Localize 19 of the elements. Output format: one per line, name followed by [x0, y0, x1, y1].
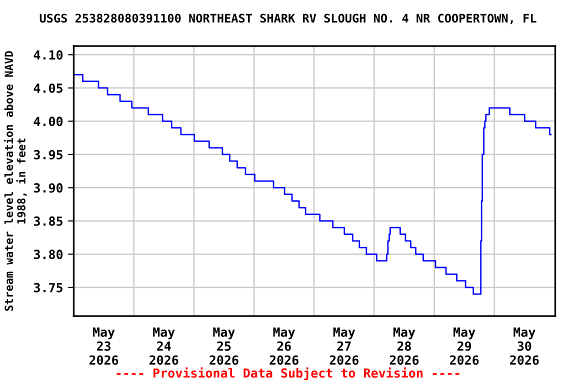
y-tick-label: 3.95: [34, 150, 62, 160]
y-tick-label: 3.90: [34, 183, 63, 193]
x-tick-label: May 23 2026: [89, 328, 118, 365]
x-tick-label: May 25 2026: [210, 328, 238, 365]
x-tick-label: May 24 2026: [150, 328, 178, 365]
y-tick-label: 3.75: [34, 282, 62, 292]
x-tick-label: May 28 2026: [390, 328, 419, 365]
x-tick-label: May 30 2026: [510, 328, 539, 365]
y-tick-label: 4.00: [34, 116, 63, 126]
chart-title: USGS 253828080391100 NORTHEAST SHARK RV SLOUGH NO. 4 NR COOPERTOWN, FL: [40, 14, 536, 24]
x-tick-label: May 27 2026: [330, 328, 358, 365]
y-tick-label: 4.10: [34, 50, 63, 60]
y-tick-label: 3.85: [34, 216, 62, 226]
text: ---- Provisional Data Subject to Revision ----: [116, 367, 460, 380]
x-tick-label: May 29 2026: [450, 328, 479, 365]
y-tick-label: 3.80: [34, 250, 63, 260]
y-axis-title: Stream water level elevation above NAVD 1988, in feet: [4, 51, 27, 311]
y-tick-label: 4.05: [34, 83, 62, 93]
x-tick-label: May 26 2026: [270, 328, 298, 365]
